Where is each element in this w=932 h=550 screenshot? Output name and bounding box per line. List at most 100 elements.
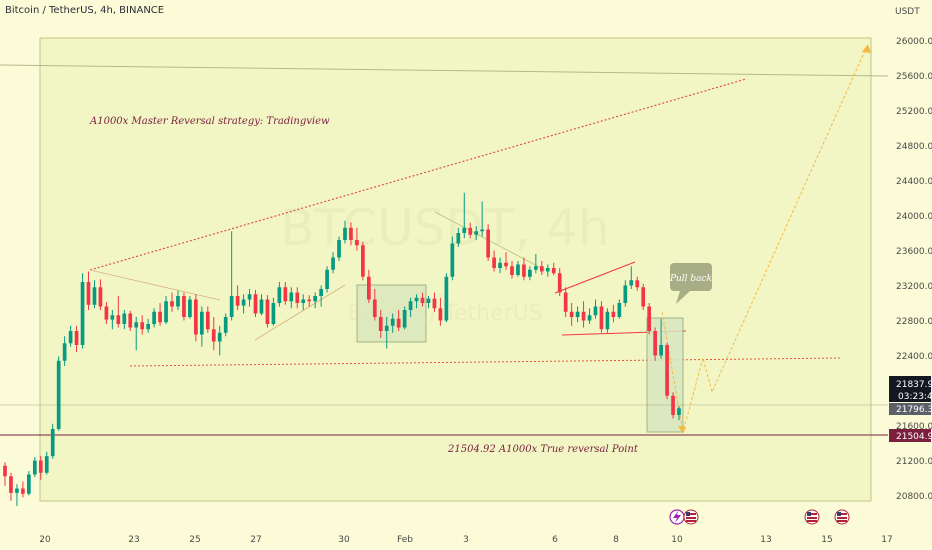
descending-trend-line-1[interactable] bbox=[89, 269, 221, 301]
candle bbox=[623, 280, 628, 307]
flag-upper-line[interactable] bbox=[554, 261, 636, 294]
price-tick: 22400.00 bbox=[896, 352, 932, 362]
candle bbox=[176, 290, 180, 310]
candle bbox=[3, 462, 7, 486]
candle-body bbox=[581, 311, 586, 321]
candle bbox=[182, 292, 186, 321]
candle-body bbox=[384, 325, 389, 331]
candle bbox=[122, 310, 127, 330]
candle-body bbox=[223, 317, 228, 333]
candle-body bbox=[44, 456, 49, 473]
candle bbox=[474, 226, 479, 240]
candle bbox=[647, 303, 652, 335]
time-tick: 27 bbox=[250, 535, 261, 545]
candle-body bbox=[516, 264, 520, 275]
candle-body bbox=[480, 229, 485, 232]
pullback-callout[interactable]: Pull back bbox=[669, 263, 712, 304]
us-flag-icon[interactable] bbox=[834, 509, 850, 525]
candle-body bbox=[301, 299, 306, 303]
candle bbox=[32, 457, 37, 478]
candle-body bbox=[522, 264, 526, 277]
price-tick: 24400.00 bbox=[896, 177, 932, 187]
candle bbox=[587, 308, 592, 324]
candle-body bbox=[229, 296, 234, 317]
candle bbox=[432, 292, 437, 312]
candle bbox=[492, 250, 496, 272]
price-tick: 21600.00 bbox=[896, 422, 932, 432]
projection-arrow-head bbox=[862, 44, 871, 53]
candle bbox=[307, 295, 312, 307]
price-axis[interactable]: USDT 26000.00 25600.00 25200.00 24800.00… bbox=[888, 0, 932, 550]
candle-body bbox=[146, 324, 150, 330]
candle-body bbox=[390, 318, 395, 326]
time-tick: 13 bbox=[760, 535, 771, 545]
candle-body bbox=[211, 329, 216, 342]
candle-body bbox=[605, 311, 610, 330]
candle bbox=[116, 296, 121, 328]
candle-body bbox=[611, 311, 616, 317]
candle bbox=[420, 292, 425, 307]
long-resistance-line[interactable] bbox=[0, 64, 889, 77]
candle bbox=[510, 261, 514, 279]
trade-zone-rect[interactable] bbox=[39, 37, 872, 502]
consolidation-box[interactable] bbox=[356, 284, 427, 343]
candle bbox=[295, 287, 300, 309]
reversal-label: 21504.92 A1000x True reversal Point bbox=[447, 444, 639, 455]
price-tick: 22800.00 bbox=[896, 317, 932, 327]
candle bbox=[528, 266, 532, 281]
candle-body bbox=[325, 269, 329, 289]
candle bbox=[462, 192, 467, 239]
candle-body bbox=[408, 301, 413, 310]
candle bbox=[569, 303, 574, 326]
candle-body bbox=[647, 306, 652, 331]
pullback-box[interactable] bbox=[646, 317, 684, 433]
candle bbox=[265, 295, 270, 328]
candle bbox=[378, 310, 383, 338]
projection-path[interactable] bbox=[661, 43, 869, 433]
candle-body bbox=[551, 268, 556, 274]
price-tick: 25600.00 bbox=[896, 72, 932, 82]
price-tick: 24800.00 bbox=[896, 142, 932, 152]
ascending-trend-line[interactable] bbox=[254, 284, 346, 341]
candle bbox=[62, 336, 67, 366]
price-tick: 23600.00 bbox=[896, 247, 932, 257]
candle bbox=[593, 299, 598, 319]
support-dotted-line[interactable] bbox=[129, 357, 843, 367]
candle bbox=[581, 301, 586, 328]
time-axis[interactable]: 20 23 25 27 30 Feb 3 6 8 10 13 15 17 bbox=[39, 535, 892, 545]
candle bbox=[641, 283, 646, 310]
last-price-tag bbox=[889, 376, 931, 402]
candle-body bbox=[80, 282, 85, 345]
candle-body bbox=[158, 311, 162, 323]
candle bbox=[289, 287, 294, 309]
descending-trend-line-2[interactable] bbox=[434, 211, 546, 271]
time-tick: 23 bbox=[128, 535, 139, 545]
lightning-icon[interactable] bbox=[669, 509, 685, 525]
candle-body bbox=[50, 429, 55, 457]
candle-body bbox=[414, 297, 419, 302]
candle bbox=[319, 285, 323, 307]
candle-body bbox=[420, 297, 425, 303]
candle bbox=[372, 289, 377, 321]
candle-body bbox=[629, 280, 634, 286]
candle-body bbox=[164, 301, 168, 323]
symbol-header[interactable]: Bitcoin / TetherUS, 4h, BINANCE bbox=[5, 5, 165, 16]
candle bbox=[456, 227, 461, 247]
rising-wedge-dotted-line[interactable] bbox=[89, 78, 747, 271]
candle-body bbox=[635, 280, 640, 288]
candle bbox=[44, 451, 49, 475]
candle-body bbox=[217, 332, 222, 342]
candle-body bbox=[396, 318, 401, 328]
candle bbox=[516, 261, 520, 277]
candle bbox=[170, 292, 174, 312]
candle-body bbox=[86, 282, 91, 305]
countdown-value: 03:23:44 bbox=[898, 392, 932, 402]
candle bbox=[486, 224, 490, 261]
candle bbox=[605, 308, 610, 333]
axis-currency: USDT bbox=[895, 7, 920, 17]
candle-body bbox=[313, 296, 318, 302]
us-flag-icon[interactable] bbox=[804, 509, 820, 525]
candle-body bbox=[617, 303, 622, 317]
us-flag-icon[interactable] bbox=[683, 509, 699, 525]
